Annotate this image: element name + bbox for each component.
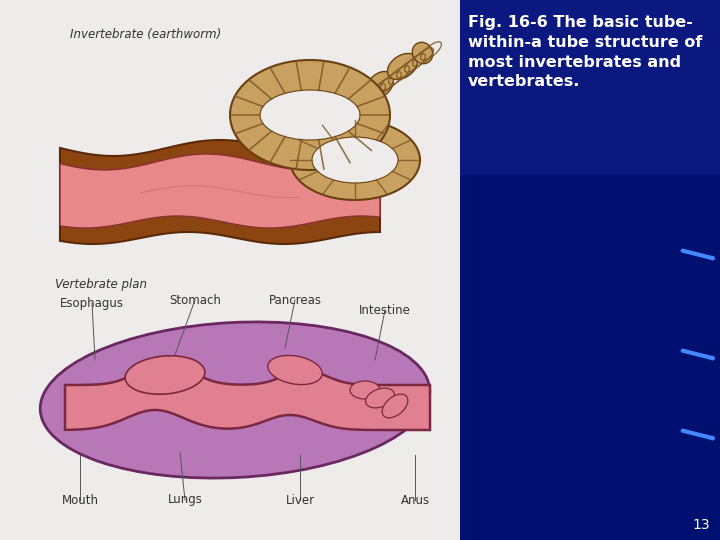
Text: Fig. 16-6 The basic tube-
within-a tube structure of
most invertebrates and
vert: Fig. 16-6 The basic tube- within-a tube … — [468, 15, 703, 90]
Ellipse shape — [260, 90, 360, 140]
Text: Stomach: Stomach — [169, 294, 221, 307]
Ellipse shape — [382, 394, 408, 418]
Ellipse shape — [387, 53, 418, 79]
Text: Liver: Liver — [285, 494, 315, 507]
Bar — [0, 0, 460, 540]
FancyArrowPatch shape — [683, 251, 713, 258]
Text: Intestine: Intestine — [359, 303, 411, 316]
Ellipse shape — [290, 120, 420, 200]
Text: Mouth: Mouth — [61, 494, 99, 507]
Bar — [460, 0, 720, 175]
Ellipse shape — [413, 42, 433, 64]
Ellipse shape — [366, 388, 395, 408]
Polygon shape — [60, 154, 380, 228]
FancyArrowPatch shape — [683, 431, 713, 438]
FancyArrowPatch shape — [683, 350, 713, 359]
Text: Pancreas: Pancreas — [269, 294, 322, 307]
Ellipse shape — [366, 71, 393, 98]
Text: Lungs: Lungs — [168, 494, 202, 507]
Ellipse shape — [40, 322, 430, 478]
Ellipse shape — [125, 356, 205, 394]
Ellipse shape — [350, 381, 380, 399]
Ellipse shape — [312, 137, 398, 183]
Ellipse shape — [230, 60, 390, 170]
Text: Anus: Anus — [400, 494, 430, 507]
Text: 13: 13 — [693, 518, 710, 532]
Text: Esophagus: Esophagus — [60, 296, 124, 309]
Text: Vertebrate plan: Vertebrate plan — [55, 278, 147, 291]
Text: Invertebrate (earthworm): Invertebrate (earthworm) — [70, 28, 221, 41]
Polygon shape — [60, 140, 380, 244]
Polygon shape — [65, 360, 430, 430]
Bar — [460, 0, 720, 540]
Ellipse shape — [268, 355, 322, 384]
